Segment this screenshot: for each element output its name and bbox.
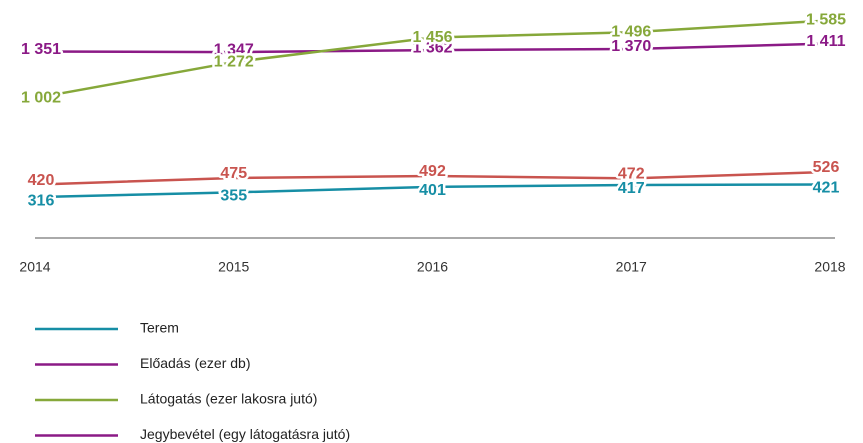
x-tick-label: 2017	[616, 259, 647, 275]
data-label: 1 351	[21, 41, 61, 58]
data-label: 526	[813, 159, 840, 176]
data-label: 472	[618, 166, 645, 183]
data-label: 1 585	[806, 12, 846, 29]
data-label: 475	[220, 165, 247, 182]
legend-label: Jegybevétel (egy látogatásra jutó)	[140, 426, 350, 442]
data-label: 355	[220, 188, 247, 205]
data-label: 1 496	[611, 23, 651, 40]
series-line	[34, 19, 831, 100]
data-label: 1 347	[214, 41, 254, 58]
data-label: 401	[419, 182, 446, 199]
series-line	[34, 42, 831, 54]
series-line	[34, 183, 831, 199]
data-label: 1 272	[214, 53, 254, 70]
data-label: 1 411	[806, 33, 845, 50]
x-tick-label: 2015	[218, 259, 249, 275]
data-label: 316	[28, 192, 55, 209]
data-label: 492	[419, 163, 446, 180]
data-label: 417	[618, 180, 645, 197]
legend-label: Előadás (ezer db)	[140, 355, 251, 371]
data-label: 1 456	[412, 29, 452, 46]
data-label: 1 002	[21, 89, 61, 106]
data-label: 420	[28, 172, 55, 189]
x-tick-label: 2016	[417, 259, 448, 275]
series-line	[34, 170, 831, 186]
legend-label: Látogatás (ezer lakosra jutó)	[140, 391, 317, 407]
x-tick-label: 2018	[814, 259, 845, 275]
data-label: 1 370	[611, 38, 651, 55]
data-label: 421	[813, 180, 840, 197]
data-label: 1 362	[412, 39, 452, 56]
x-tick-label: 2014	[19, 259, 50, 275]
legend-label: Terem	[140, 320, 179, 336]
